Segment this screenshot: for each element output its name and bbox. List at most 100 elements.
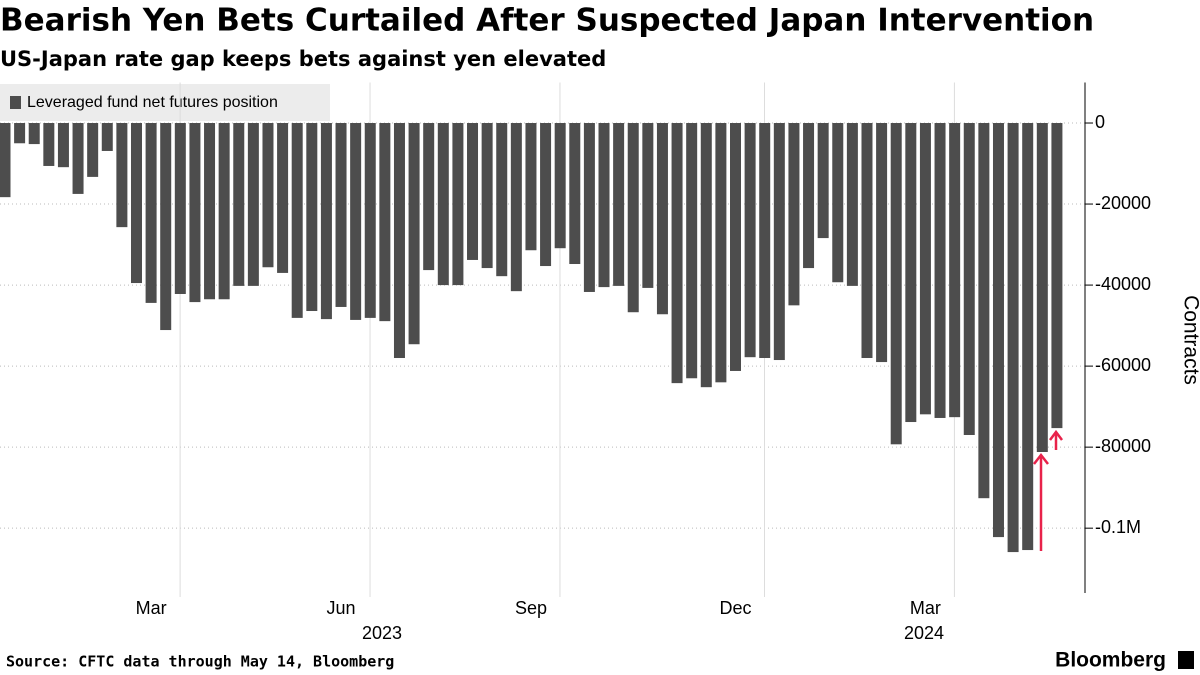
bar <box>759 123 771 359</box>
x-tick-label: Dec <box>719 598 751 618</box>
bar <box>788 123 800 306</box>
bar <box>101 123 113 151</box>
y-tick-label: 0 <box>1095 112 1105 132</box>
bar <box>613 123 625 286</box>
bar <box>525 123 537 251</box>
chart-subtitle: US-Japan rate gap keeps bets against yen… <box>0 47 606 71</box>
chart-title: Bearish Yen Bets Curtailed After Suspect… <box>0 3 1094 39</box>
x-tick-label: Mar <box>136 598 167 618</box>
bar <box>320 123 332 320</box>
bar <box>846 123 858 286</box>
bar <box>744 123 756 358</box>
arrow-head <box>1033 452 1049 465</box>
y-tick-label: -0.1M <box>1095 517 1141 537</box>
bar <box>686 123 698 379</box>
bar <box>160 123 172 331</box>
bar <box>189 123 201 303</box>
bar <box>437 123 449 286</box>
bar <box>1022 123 1034 551</box>
bar <box>832 123 844 283</box>
annotations <box>1033 429 1063 551</box>
bar <box>861 123 873 359</box>
bar <box>715 123 727 383</box>
bar <box>817 123 829 239</box>
y-tick-label: -80000 <box>1095 436 1151 456</box>
bar <box>335 123 347 307</box>
legend-box <box>0 84 330 121</box>
x-tick-label: Jun <box>327 598 356 618</box>
bar <box>408 123 420 345</box>
x-group-label: 2023 <box>362 623 402 643</box>
bar <box>277 123 289 273</box>
source: Source: CFTC data through May 14, Bloomb… <box>6 653 394 671</box>
y-tick-label: -20000 <box>1095 193 1151 213</box>
bar <box>57 123 69 168</box>
plot: 0 -20000 -40000 -60000 -80000 -0.1M Mar Jun Sep D… <box>0 82 1151 643</box>
bar <box>671 123 683 384</box>
bar <box>773 123 785 361</box>
bar <box>730 123 741 371</box>
bar <box>919 123 931 415</box>
bar <box>247 123 259 286</box>
bar <box>379 123 391 322</box>
bar <box>992 123 1004 538</box>
bar <box>218 123 230 300</box>
bar <box>598 123 610 288</box>
legend-label: Leveraged fund net futures position <box>27 94 278 111</box>
bar <box>540 123 552 267</box>
bar <box>393 123 405 359</box>
y-axis-label: Contracts <box>1179 295 1200 385</box>
brand: Bloomberg <box>1055 649 1166 672</box>
bar <box>934 123 946 418</box>
x-tick-label: Sep <box>515 598 547 618</box>
bar <box>876 123 888 363</box>
bar <box>905 123 917 423</box>
bar <box>656 123 668 315</box>
bar <box>291 123 303 318</box>
bar <box>130 123 142 284</box>
bar <box>423 123 435 271</box>
bar <box>1036 123 1048 453</box>
bar <box>116 123 128 228</box>
bar <box>1007 123 1019 553</box>
bar <box>452 123 464 286</box>
bar <box>1051 123 1063 429</box>
bar <box>949 123 961 418</box>
bar <box>496 123 508 277</box>
bar <box>262 123 274 268</box>
bar <box>627 123 639 313</box>
bar <box>510 123 522 292</box>
legend-swatch <box>10 96 21 109</box>
bar <box>204 123 216 300</box>
bar <box>642 123 654 288</box>
bar <box>467 123 479 260</box>
bar <box>569 123 581 265</box>
brand-icon <box>1178 651 1194 669</box>
bar <box>583 123 595 292</box>
bar <box>350 123 362 320</box>
bar <box>145 123 157 303</box>
bar <box>364 123 376 318</box>
bar <box>72 123 84 194</box>
bar <box>306 123 318 312</box>
bar <box>963 123 975 435</box>
bar <box>14 123 26 144</box>
bar <box>554 123 566 249</box>
bar <box>481 123 493 269</box>
bar <box>700 123 712 388</box>
bar <box>87 123 99 177</box>
bar <box>43 123 55 166</box>
x-group-label: 2024 <box>904 623 944 643</box>
y-tick-label: -40000 <box>1095 274 1151 294</box>
bar <box>174 123 186 294</box>
bar <box>28 123 40 145</box>
bar <box>890 123 902 445</box>
bar <box>0 123 11 198</box>
x-tick-label: Mar <box>910 598 941 618</box>
y-tick-label: -60000 <box>1095 355 1151 375</box>
bar <box>978 123 990 499</box>
bar <box>233 123 245 286</box>
bar <box>803 123 815 269</box>
arrow-head <box>1049 429 1063 441</box>
